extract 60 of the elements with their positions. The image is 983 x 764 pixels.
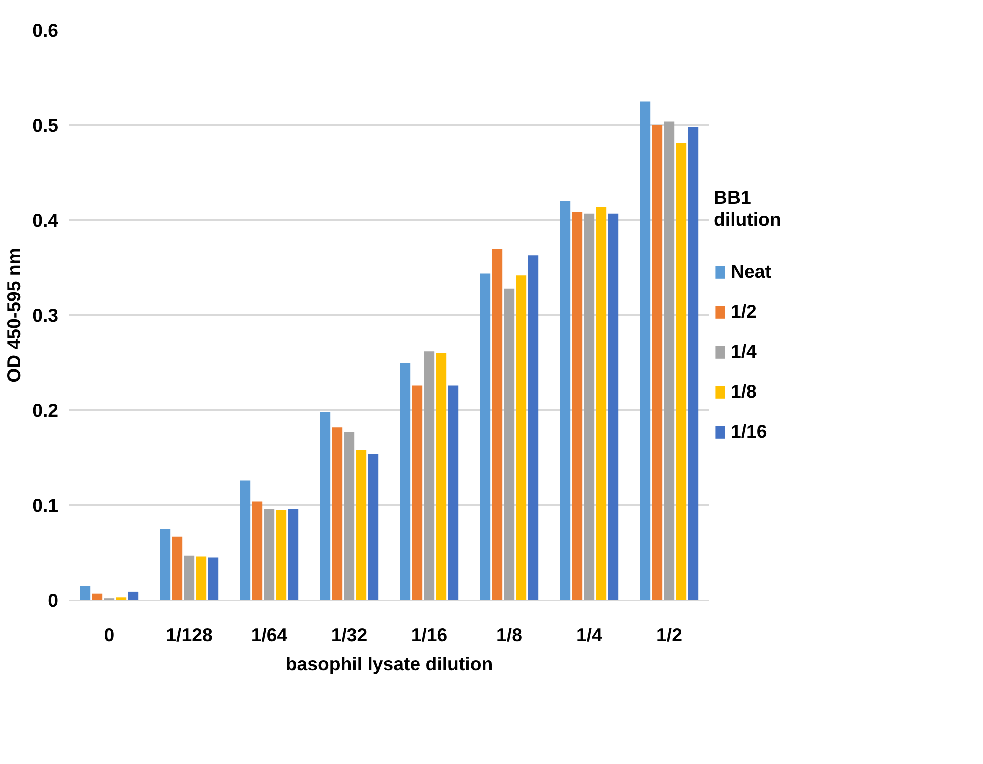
bar [516, 276, 527, 600]
legend-label: 1/16 [731, 421, 768, 443]
y-tick-label: 0.4 [32, 210, 60, 231]
x-axis-title: basophil lysate dilution [286, 654, 494, 674]
x-tick-label: 0 [104, 624, 115, 646]
bar [208, 558, 219, 600]
y-axis-title: OD 450-595 nm [4, 248, 25, 383]
y-tick-label: 0 [48, 590, 59, 611]
bar [288, 509, 299, 600]
bar [184, 556, 195, 600]
bar [172, 536, 183, 600]
bar [264, 509, 275, 600]
bar [128, 592, 139, 600]
bar [320, 412, 331, 600]
bar [572, 212, 583, 600]
bar [368, 454, 379, 600]
bar [240, 480, 251, 600]
bar [448, 386, 459, 600]
bar [664, 122, 675, 600]
bar [688, 127, 699, 600]
y-tick-label: 0.6 [32, 20, 59, 41]
bar [412, 386, 423, 600]
bar [640, 102, 651, 600]
y-tick-label: 0.5 [32, 115, 59, 136]
bar [80, 586, 91, 600]
bar [424, 352, 435, 600]
legend-label: Neat [731, 261, 772, 283]
legend-label: 1/2 [731, 301, 757, 323]
x-tick-label: 1/64 [251, 624, 288, 646]
legend-label: 1/8 [731, 381, 757, 403]
bar [528, 256, 539, 600]
bar [584, 214, 595, 600]
bar [196, 556, 207, 600]
bar [596, 207, 607, 600]
x-tick-label: 1/128 [166, 624, 213, 646]
bar [252, 502, 263, 600]
bar [344, 432, 355, 600]
x-tick-label: 1/2 [656, 624, 682, 646]
bar [276, 510, 287, 600]
bar [652, 126, 663, 600]
bar [676, 144, 687, 600]
y-tick-label: 0.1 [32, 495, 59, 516]
y-tick-label: 0.3 [32, 305, 59, 326]
bar [160, 529, 171, 600]
x-tick-label: 1/32 [331, 624, 368, 646]
bar [356, 450, 367, 600]
bar [504, 288, 515, 600]
legend-title: BB1 dilution [714, 187, 782, 231]
bar [492, 249, 503, 600]
legend-label: 1/4 [731, 341, 757, 363]
bar [608, 214, 619, 600]
x-tick-label: 1/8 [496, 624, 522, 646]
y-tick-label: 0.2 [32, 400, 59, 421]
bar [332, 428, 343, 600]
bar [400, 363, 411, 600]
bar [480, 274, 491, 600]
x-tick-label: 1/4 [576, 624, 604, 646]
x-tick-label: 1/16 [411, 624, 448, 646]
bar [560, 202, 571, 600]
bar [436, 354, 447, 600]
